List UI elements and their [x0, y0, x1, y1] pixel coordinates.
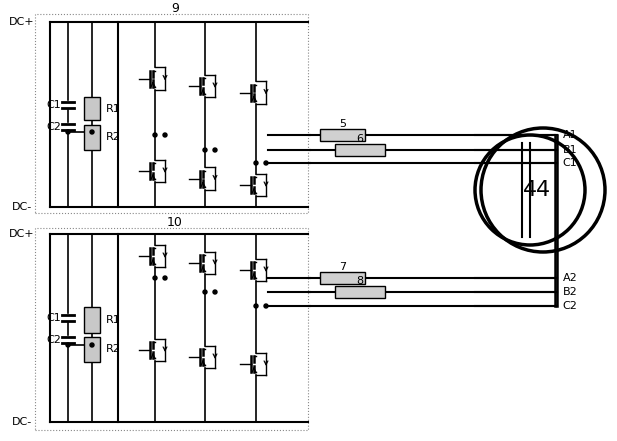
Bar — [84, 307, 100, 333]
Text: 4: 4 — [536, 180, 550, 200]
Text: 9: 9 — [171, 3, 179, 15]
Circle shape — [153, 133, 157, 137]
Circle shape — [153, 276, 157, 280]
Circle shape — [66, 130, 70, 134]
Text: C2: C2 — [46, 335, 62, 345]
Bar — [35, 228, 308, 430]
Circle shape — [90, 343, 94, 347]
Text: B2: B2 — [563, 287, 578, 297]
Circle shape — [66, 343, 70, 347]
Bar — [320, 129, 365, 141]
Bar — [84, 337, 100, 362]
Text: C1: C1 — [47, 100, 61, 110]
Text: DC-: DC- — [12, 417, 32, 427]
Text: DC+: DC+ — [9, 229, 35, 239]
Text: C2: C2 — [563, 301, 578, 311]
Bar — [335, 286, 385, 298]
Text: B1: B1 — [563, 145, 578, 155]
Text: 6: 6 — [357, 134, 363, 144]
Circle shape — [254, 304, 258, 308]
Circle shape — [213, 290, 217, 294]
Text: 8: 8 — [357, 276, 363, 286]
Circle shape — [203, 290, 207, 294]
Text: DC+: DC+ — [9, 17, 35, 27]
Text: C1: C1 — [47, 313, 61, 323]
Text: R1: R1 — [106, 104, 121, 113]
Circle shape — [203, 148, 207, 152]
Circle shape — [163, 276, 167, 280]
Circle shape — [264, 161, 268, 165]
Bar — [84, 97, 100, 120]
Text: C1: C1 — [563, 158, 578, 168]
Circle shape — [213, 148, 217, 152]
Circle shape — [90, 130, 94, 134]
Text: DC-: DC- — [12, 202, 32, 212]
Text: R1: R1 — [106, 315, 121, 325]
Text: A1: A1 — [563, 130, 578, 140]
Bar — [35, 14, 308, 213]
Circle shape — [264, 304, 268, 308]
Text: 7: 7 — [339, 262, 346, 272]
Text: A2: A2 — [563, 273, 578, 283]
Text: 10: 10 — [167, 217, 183, 229]
Bar — [84, 125, 100, 150]
Bar — [320, 272, 365, 284]
Circle shape — [163, 133, 167, 137]
Text: R2: R2 — [106, 132, 121, 142]
Text: C2: C2 — [46, 122, 62, 132]
Text: 5: 5 — [339, 119, 346, 129]
Circle shape — [254, 161, 258, 165]
Text: 4: 4 — [523, 180, 537, 200]
Bar — [335, 144, 385, 156]
Text: R2: R2 — [106, 344, 121, 355]
